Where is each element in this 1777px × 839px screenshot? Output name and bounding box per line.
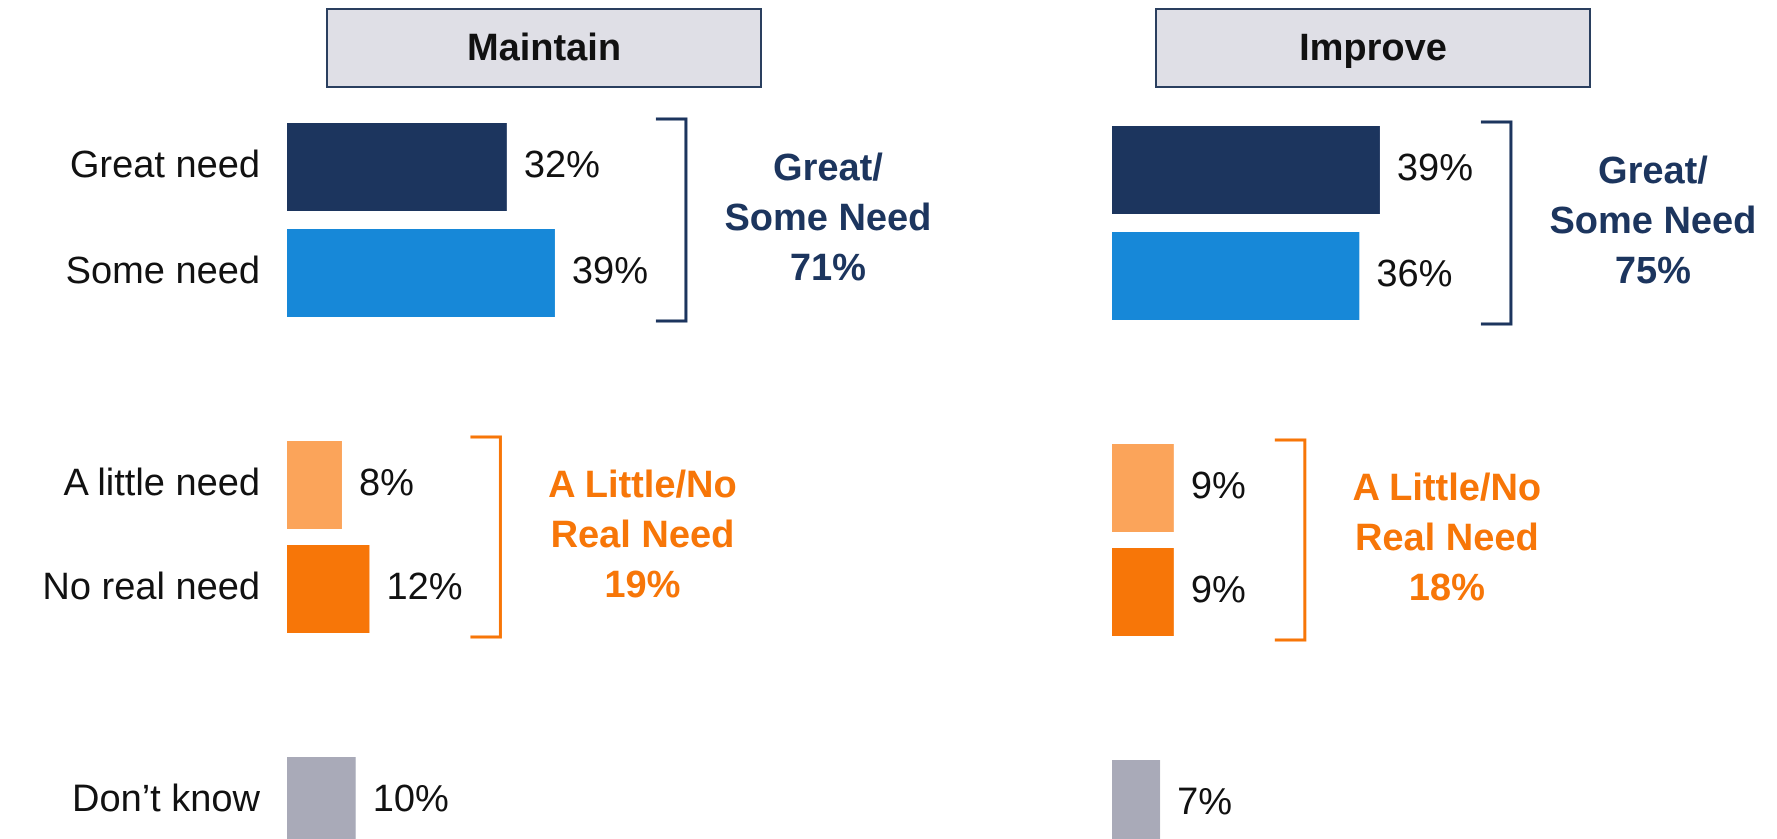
- category-label: Some need: [66, 250, 260, 292]
- group-label: Some Need: [724, 197, 931, 239]
- group-label: Some Need: [1549, 200, 1756, 242]
- value-label: 12%: [386, 566, 462, 608]
- panel-title: Maintain: [467, 27, 621, 69]
- group-total: 71%: [790, 247, 866, 289]
- group-label: A Little/No: [548, 464, 737, 506]
- group-label: Great/: [1598, 150, 1708, 192]
- value-label: 39%: [1397, 147, 1473, 189]
- header-box: [326, 8, 762, 88]
- group-label: A Little/No: [1353, 467, 1542, 509]
- header-box: [1155, 8, 1591, 88]
- value-label: 32%: [524, 144, 600, 186]
- category-label: No real need: [42, 566, 260, 608]
- bar: [287, 441, 342, 529]
- bar: [287, 123, 507, 211]
- bar: [1112, 548, 1174, 636]
- bar: [1112, 444, 1174, 532]
- group-total: 75%: [1615, 250, 1691, 292]
- value-label: 10%: [373, 778, 449, 820]
- group-label: Real Need: [551, 514, 735, 556]
- group-bracket: [1480, 120, 1513, 326]
- bar: [287, 545, 370, 633]
- category-label: Don’t know: [72, 778, 261, 820]
- bar: [1112, 126, 1380, 214]
- value-label: 7%: [1177, 781, 1232, 823]
- panel-title: Improve: [1299, 27, 1447, 69]
- value-label: 9%: [1191, 569, 1246, 611]
- group-total: 19%: [604, 564, 680, 606]
- group-label: Real Need: [1355, 517, 1539, 559]
- bar: [287, 229, 555, 317]
- group-bracket: [1274, 438, 1307, 642]
- category-label: A little need: [64, 462, 260, 504]
- value-label: 36%: [1376, 253, 1452, 295]
- group-bracket: [655, 117, 688, 323]
- bar: [287, 757, 356, 839]
- value-label: 8%: [359, 462, 414, 504]
- bar: [1112, 760, 1161, 839]
- bar: [1112, 232, 1360, 320]
- value-label: 9%: [1191, 465, 1246, 507]
- group-label: Great/: [773, 147, 883, 189]
- group-bracket: [470, 435, 502, 639]
- group-total: 18%: [1409, 567, 1485, 609]
- value-label: 39%: [572, 250, 648, 292]
- category-label: Great need: [70, 144, 260, 186]
